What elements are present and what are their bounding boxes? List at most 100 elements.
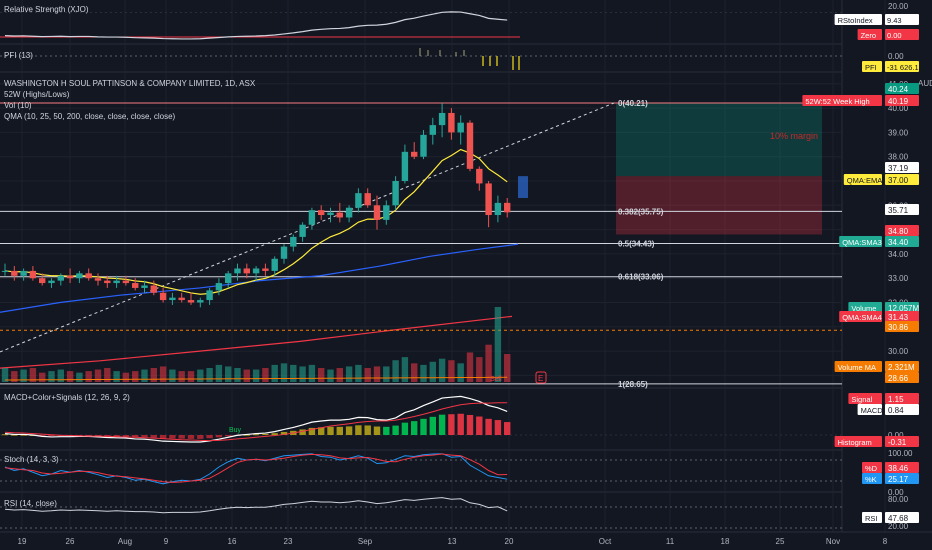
volume-bar [438, 358, 446, 382]
volume-bar [327, 369, 334, 382]
time-tick-label: 20 [505, 537, 514, 546]
stoch-d-line [4, 453, 508, 483]
candle-body [252, 268, 260, 274]
rs-line [4, 11, 508, 40]
macd-histogram-bar [169, 435, 176, 439]
macd-histogram-bar [197, 435, 204, 439]
price-tag: 35.71 [885, 204, 919, 215]
volume-bar [159, 366, 167, 382]
price-tag-value-bg [885, 462, 919, 473]
price-tag-name: 52W:52 Week High [805, 97, 869, 106]
indicator-tag-value: -31 626.12 [887, 63, 923, 72]
candle-body [420, 134, 427, 157]
time-tick-label: 8 [883, 537, 888, 546]
volume-bar [150, 368, 157, 382]
macd-histogram-bar [457, 413, 464, 435]
candle-body [392, 181, 399, 206]
candle-body [401, 151, 409, 182]
price-tag-value-bg [885, 162, 919, 173]
volume-bar [76, 372, 83, 382]
candle-body [197, 300, 204, 303]
candle-body [345, 207, 353, 218]
price-tag-name: Volume MA [838, 363, 876, 372]
price-tag-value-bg [885, 236, 919, 247]
volume-bar [318, 368, 325, 382]
candle-body [271, 258, 278, 271]
candle-body [373, 205, 381, 220]
sma4-line [0, 315, 513, 369]
candle-body [113, 280, 120, 284]
macd-histogram-bar [113, 435, 120, 437]
price-tag: 30.86 [885, 321, 919, 332]
price-tag: Signal 1.15 [848, 393, 919, 404]
macd-histogram-bar [48, 435, 55, 437]
sell-signal-label: Sell [490, 376, 502, 383]
price-tick-label: 30.00 [888, 347, 909, 356]
rsi-tick-20: 20.00 [888, 522, 909, 531]
candle-body [466, 122, 474, 169]
price-tag: 34.80 [885, 225, 919, 236]
indicator-tag-value: 9.43 [887, 16, 902, 25]
currency-label: AUD [918, 79, 932, 88]
volume-bar [20, 369, 27, 382]
time-tick-label: Aug [118, 537, 132, 546]
price-tag-name: QMA:SMA4 [842, 313, 882, 322]
price-tag-value-bg [885, 302, 919, 313]
volume-bar [420, 364, 427, 382]
macd-histogram-bar [345, 426, 353, 435]
fib-level-label: 0(40.21) [618, 99, 648, 108]
price-tag: Histogram -0.31 [834, 436, 919, 447]
price-tag-value-bg [885, 372, 919, 383]
fib-level-label: 0.5(34.43) [618, 239, 655, 248]
price-tag-value: 37.19 [888, 164, 909, 173]
macd-histogram-bar [187, 435, 195, 439]
volume-bar [308, 364, 316, 382]
indicator-tag-name-bg [857, 29, 882, 40]
stoch-tick-0: 0.00 [888, 488, 904, 497]
candle-body [355, 193, 362, 208]
macd-histogram-bar [206, 435, 213, 439]
indicator-tag-value-bg [885, 14, 919, 25]
candle-body [494, 202, 502, 216]
volume-bar [187, 371, 195, 382]
wk52-legend: 52W (Highs/Lows) [4, 90, 70, 99]
volume-bar [336, 368, 343, 382]
macd-histogram-bar [318, 427, 325, 435]
rs-label: Relative Strength (XJO) [4, 5, 89, 14]
candle-body [364, 193, 371, 206]
fib-level-label: 1(28.65) [618, 380, 648, 389]
price-tag-value: 31.43 [888, 313, 909, 322]
candle-body [383, 205, 390, 220]
price-tag-name-bg [839, 311, 882, 322]
price-tag-name-bg [802, 95, 882, 106]
macd-histogram-bar [141, 435, 148, 438]
macd-histogram-bar [420, 418, 427, 435]
candle-body [1, 270, 9, 272]
candle-body [290, 236, 297, 247]
macd-histogram-bar [85, 435, 92, 436]
volume-bar [57, 369, 64, 382]
price-tag-value-bg [885, 311, 919, 322]
price-tag-value-bg [885, 321, 919, 332]
price-tag-name-bg [862, 473, 882, 484]
price-tag-value: 1.15 [888, 395, 904, 404]
macd-histogram-bar [225, 435, 232, 437]
price-tag: QMA:SMA3 34.40 [839, 236, 919, 247]
macd-histogram-bar [476, 416, 483, 435]
candle-body [141, 285, 148, 288]
price-tag-value: 12.057M [888, 304, 919, 313]
macd-histogram-bar [429, 416, 436, 435]
indicator-tag-name-bg [862, 61, 882, 72]
price-tag-value: 30.86 [888, 323, 909, 332]
price-tick-label: 34.00 [888, 250, 909, 259]
price-tag: 28.66 [885, 372, 919, 383]
price-tag-name: %D [865, 464, 878, 473]
candle-body [159, 292, 167, 301]
price-tag-name-bg [857, 404, 882, 415]
volume-bar [197, 369, 204, 382]
candle-body [104, 280, 111, 284]
candle-body [262, 268, 269, 271]
price-tag-name: QMA:EMA [847, 176, 882, 185]
